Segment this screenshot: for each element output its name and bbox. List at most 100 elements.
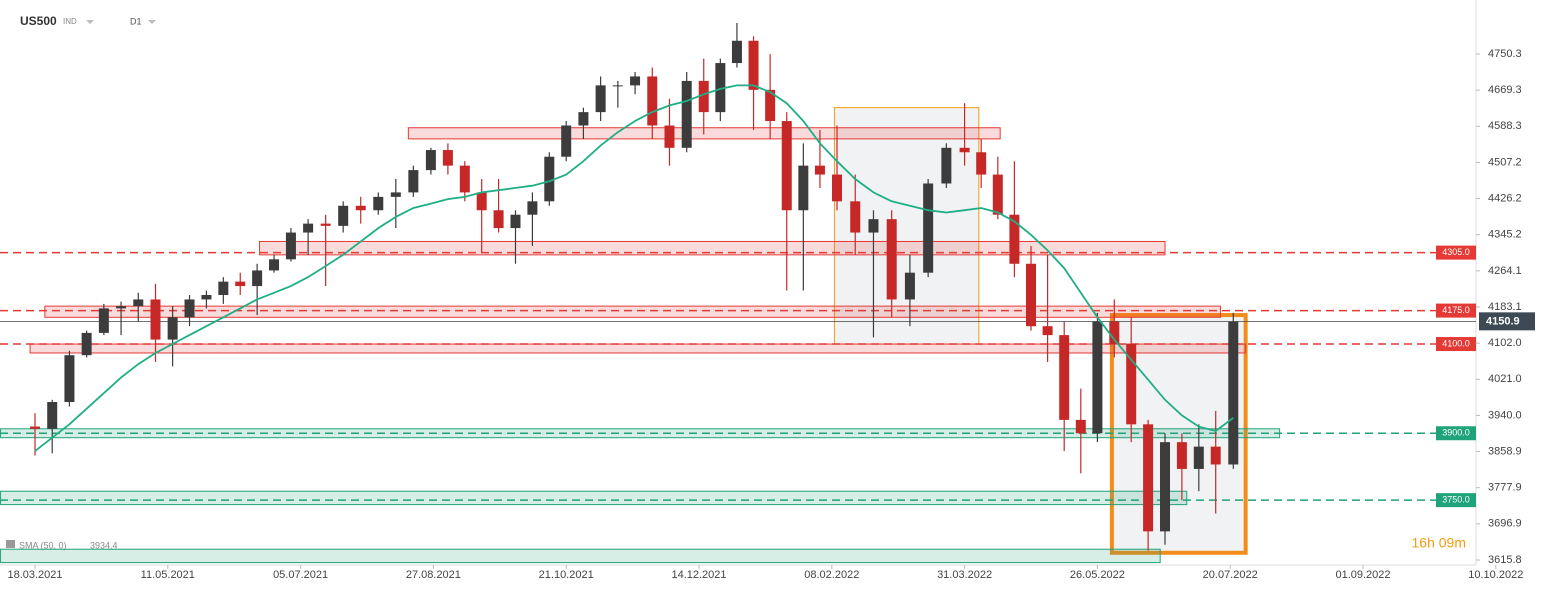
current-price-label: 4150.9 bbox=[1486, 315, 1520, 327]
y-tick-label: 4507.2 bbox=[1488, 156, 1522, 168]
sma-line bbox=[34, 84, 1234, 452]
candle-body bbox=[781, 121, 792, 211]
candle-body bbox=[235, 281, 246, 287]
candle-body bbox=[303, 223, 314, 233]
candle-body bbox=[904, 272, 915, 300]
x-tick-label: 10.10.2022 bbox=[1468, 569, 1523, 581]
y-tick-label: 4021.0 bbox=[1488, 373, 1522, 385]
candle-body bbox=[612, 85, 623, 87]
level-label: 3750.0 bbox=[1442, 495, 1470, 505]
candle-body bbox=[64, 355, 75, 403]
zone bbox=[0, 548, 1161, 564]
zone bbox=[259, 240, 1166, 256]
candle-body bbox=[1126, 344, 1137, 425]
candle-body bbox=[269, 259, 280, 271]
candle-body bbox=[698, 80, 709, 113]
x-tick-label: 01.09.2022 bbox=[1335, 569, 1390, 581]
candle-body bbox=[561, 125, 572, 157]
current-price-bg bbox=[1479, 312, 1535, 331]
level-label: 4305.0 bbox=[1442, 247, 1470, 257]
candle-body bbox=[1042, 326, 1053, 336]
candle-body bbox=[681, 80, 692, 148]
candle-body bbox=[167, 317, 178, 340]
candle-body bbox=[647, 76, 658, 126]
x-tick-label: 26.05.2022 bbox=[1070, 569, 1125, 581]
candle-body bbox=[1143, 424, 1154, 532]
y-tick-label: 4669.3 bbox=[1488, 84, 1522, 96]
x-tick-label: 18.03.2021 bbox=[7, 569, 62, 581]
timeframe[interactable]: D1 bbox=[130, 16, 142, 26]
candle-body bbox=[252, 270, 263, 287]
candle-body bbox=[992, 174, 1003, 215]
candle-body bbox=[527, 201, 538, 215]
level-label-bg bbox=[1436, 426, 1476, 441]
candle-body bbox=[595, 85, 606, 113]
level-label-bg bbox=[1436, 245, 1476, 260]
candle-body bbox=[923, 183, 934, 273]
candle-body bbox=[320, 223, 331, 226]
candle-body bbox=[201, 294, 212, 300]
candle-body bbox=[1160, 442, 1171, 532]
level-label: 4100.0 bbox=[1442, 338, 1470, 348]
candle-body bbox=[1176, 442, 1187, 469]
instrument-type: IND bbox=[63, 17, 77, 26]
y-tick-label: 3940.0 bbox=[1488, 409, 1522, 421]
y-tick-label: 3615.8 bbox=[1488, 554, 1522, 566]
x-tick-label: 27.08.2021 bbox=[406, 569, 461, 581]
candle-body bbox=[510, 214, 521, 229]
candle-body bbox=[184, 299, 195, 318]
candle-body bbox=[1228, 321, 1239, 465]
candle-body bbox=[1059, 335, 1070, 420]
x-tick-label: 21.10.2021 bbox=[539, 569, 594, 581]
x-tick-label: 20.07.2022 bbox=[1203, 569, 1258, 581]
candle-body bbox=[976, 152, 987, 175]
candle-body bbox=[133, 299, 144, 307]
y-tick-label: 4588.3 bbox=[1488, 120, 1522, 132]
candle-body bbox=[459, 165, 470, 193]
candle-body bbox=[30, 426, 40, 429]
candle-body bbox=[425, 150, 436, 171]
candle-body bbox=[941, 147, 952, 184]
dropdown-arrow[interactable] bbox=[86, 20, 94, 24]
y-tick-label: 3696.9 bbox=[1488, 518, 1522, 530]
plot bbox=[0, 22, 1476, 564]
y-tick-label: 3777.9 bbox=[1488, 482, 1522, 494]
candle-body bbox=[1193, 446, 1204, 469]
x-tick-label: 11.05.2021 bbox=[141, 569, 195, 581]
candle-body bbox=[959, 147, 970, 153]
candle-body bbox=[116, 306, 127, 309]
level-label-bg bbox=[1436, 303, 1476, 318]
candle-body bbox=[731, 40, 742, 64]
candle-body bbox=[81, 332, 92, 356]
y-tick-label: 4345.2 bbox=[1488, 229, 1522, 241]
y-tick-label: 3858.9 bbox=[1488, 445, 1522, 457]
candle-body bbox=[886, 219, 897, 300]
level-label: 3900.0 bbox=[1442, 428, 1470, 438]
candle-body bbox=[355, 205, 366, 211]
legend-icon bbox=[6, 540, 15, 548]
symbol: US500 bbox=[20, 14, 57, 28]
candle-body bbox=[578, 112, 589, 126]
candle-body bbox=[408, 170, 419, 193]
y-tick-label: 4264.1 bbox=[1488, 265, 1522, 277]
y-tick-label: 4426.2 bbox=[1488, 192, 1522, 204]
candle-body bbox=[850, 201, 861, 233]
candle-body bbox=[814, 165, 825, 175]
x-tick-label: 08.02.2022 bbox=[804, 569, 859, 581]
candle-body bbox=[476, 192, 487, 211]
zone bbox=[0, 490, 1188, 506]
candle-body bbox=[1210, 446, 1221, 465]
candle-body bbox=[442, 150, 453, 166]
candle-body bbox=[664, 125, 675, 148]
candle-body bbox=[1109, 321, 1120, 345]
x-tick-label: 05.07.2021 bbox=[273, 569, 328, 581]
candle-body bbox=[47, 402, 58, 429]
candle-body bbox=[765, 89, 776, 122]
candle-body bbox=[832, 174, 843, 202]
candle-body bbox=[1092, 321, 1103, 434]
candle-body bbox=[748, 40, 759, 90]
dropdown-arrow[interactable] bbox=[148, 20, 156, 24]
candle-body bbox=[544, 156, 555, 202]
candle-body bbox=[98, 308, 109, 333]
